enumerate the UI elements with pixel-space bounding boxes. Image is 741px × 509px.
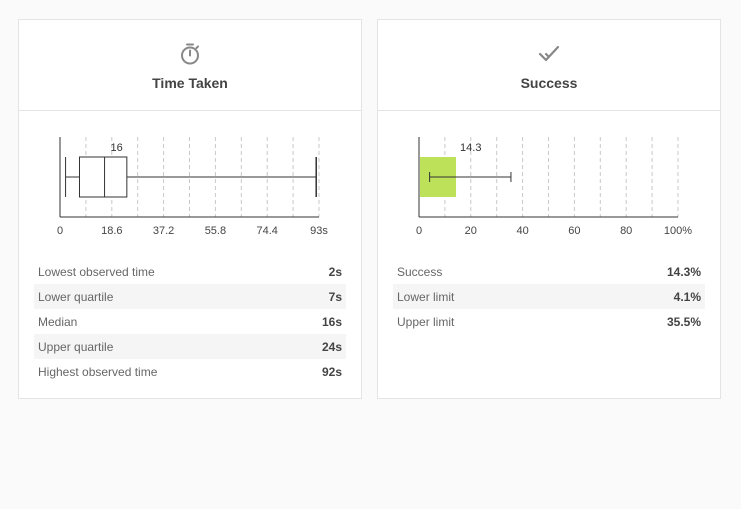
stat-label: Median <box>38 314 78 329</box>
time-taken-stats: Lowest observed time 2s Lower quartile 7s … <box>34 259 346 384</box>
stat-label: Lower quartile <box>38 289 114 304</box>
time-taken-boxplot: 0 18.6 37.2 55.8 74.4 93s 16 <box>57 137 328 237</box>
stat-row-upper-limit: Upper limit 35.5% <box>393 309 705 334</box>
stat-row-median: Median 16s <box>34 309 346 334</box>
x-tick-label: 0 <box>57 225 63 237</box>
success-bar-chart: 0 20 40 60 80 100% 14.3 <box>416 137 692 237</box>
median-label: 16 <box>111 142 123 154</box>
time-taken-title: Time Taken <box>152 75 228 91</box>
stat-value: 92s <box>321 364 342 379</box>
x-tick-label: 80 <box>620 225 632 237</box>
success-title: Success <box>520 75 578 91</box>
x-tick-label: 0 <box>416 225 422 237</box>
stopwatch-icon <box>181 43 199 65</box>
stat-row-lower-limit: Lower limit 4.1% <box>393 284 705 309</box>
stat-label: Upper quartile <box>38 339 114 354</box>
stat-value: 24s <box>321 339 342 354</box>
stat-value: 35.5% <box>666 314 701 329</box>
stat-row-lowest: Lowest observed time 2s <box>34 259 346 284</box>
x-tick-label: 60 <box>568 225 580 237</box>
stat-value: 14.3% <box>666 264 701 279</box>
success-stats: Success 14.3% Lower limit 4.1% Upper limit… <box>393 259 705 334</box>
time-taken-header: Time Taken <box>19 20 361 111</box>
stat-row-success: Success 14.3% <box>393 259 705 284</box>
stat-row-upper-quartile: Upper quartile 24s <box>34 334 346 359</box>
x-tick-label: 74.4 <box>256 225 277 237</box>
x-tick-label: 18.6 <box>101 225 122 237</box>
stat-label: Lower limit <box>397 289 455 304</box>
stat-row-highest: Highest observed time 92s <box>34 359 346 384</box>
success-header: Success <box>378 20 720 111</box>
stat-value: 7s <box>328 289 342 304</box>
x-tick-label: 20 <box>465 225 477 237</box>
stat-label: Lowest observed time <box>38 264 155 279</box>
x-tick-label: 55.8 <box>205 225 226 237</box>
stat-label: Success <box>397 264 443 279</box>
stat-value: 16s <box>321 314 342 329</box>
stat-label: Highest observed time <box>38 364 158 379</box>
stat-value: 4.1% <box>673 289 701 304</box>
stat-value: 2s <box>328 264 342 279</box>
value-label: 14.3 <box>460 142 481 154</box>
x-tick-label: 100% <box>664 225 692 237</box>
x-tick-label: 93s <box>310 225 328 237</box>
iqr-box <box>78 156 128 198</box>
checkmark-icon <box>538 45 560 62</box>
stat-row-lower-quartile: Lower quartile 7s <box>34 284 346 309</box>
x-tick-label: 37.2 <box>153 225 174 237</box>
x-tick-label: 40 <box>516 225 528 237</box>
time-taken-card: Time Taken 0 18.6 37.2 55.8 74.4 93s 16 Lowest… <box>18 19 362 399</box>
success-card: Success 0 20 40 60 80 100% 14.3 Success 14.3% L… <box>377 19 721 399</box>
stat-label: Upper limit <box>397 314 455 329</box>
